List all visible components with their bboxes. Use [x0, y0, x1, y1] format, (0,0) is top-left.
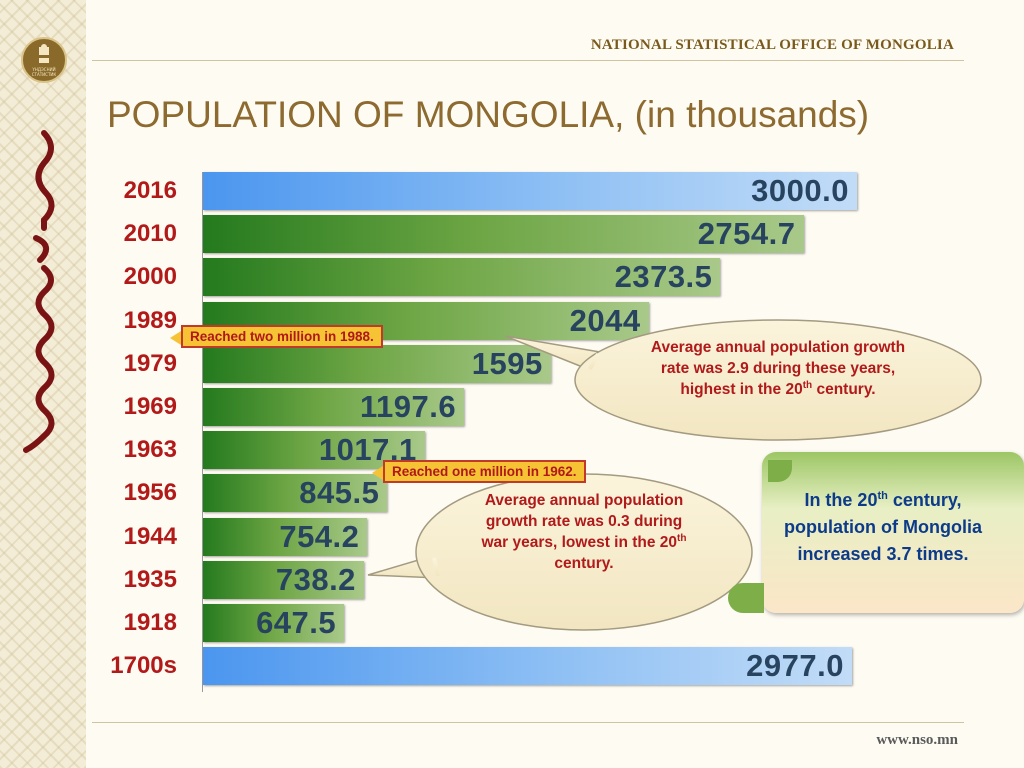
decorative-left-strip — [0, 0, 86, 768]
tag-1963-arrow — [372, 466, 383, 480]
bar-2016: 3000.0 — [203, 172, 857, 210]
category-label-2016: 2016 — [123, 177, 177, 204]
bar-1944: 754.2 — [203, 517, 368, 556]
y-axis-line — [202, 172, 203, 692]
century-note-text: In the 20th century, population of Mongo… — [784, 490, 982, 564]
mongolian-script-decoration — [23, 130, 55, 453]
bar-1700s: 2977.0 — [203, 647, 852, 686]
bar-1969: 1197.6 — [203, 388, 465, 426]
footer-divider — [92, 722, 964, 723]
category-label-1979: 1979 — [123, 349, 177, 377]
category-label-2000: 2000 — [123, 263, 177, 291]
value-label-1944: 754.2 — [279, 518, 360, 554]
nso-logo: ҮНДЭСНИЙ СТАТИСТИК — [21, 37, 67, 83]
bubble-low-text: Average annual population growth rate wa… — [481, 492, 687, 572]
bar-1918: 647.5 — [203, 604, 345, 642]
category-label-1989: 1989 — [123, 306, 177, 334]
tag-two-million: Reached two million in 1988. — [181, 325, 383, 348]
org-title: NATIONAL STATISTICAL OFFICE OF MONGOLIA — [590, 37, 954, 53]
value-label-1700s: 2977.0 — [746, 648, 844, 684]
category-label-1956: 1956 — [123, 479, 177, 507]
category-label-1969: 1969 — [123, 393, 177, 420]
bar-2000: 2373.5 — [203, 258, 721, 297]
value-label-2016: 3000.0 — [751, 173, 849, 208]
population-bar-chart: 2016 3000.0 2010 2754.7 2000 2373.5 1989 2044 19… — [92, 168, 892, 698]
value-label-1969: 1197.6 — [359, 389, 457, 424]
logo-text: ҮНДЭСНИЙ СТАТИСТИК — [31, 67, 57, 77]
value-label-1935: 738.2 — [275, 561, 356, 597]
footer-url: www.nso.mn — [876, 732, 958, 748]
value-label-1956: 845.5 — [299, 475, 380, 511]
category-label-1944: 1944 — [123, 522, 177, 550]
category-label-2010: 2010 — [123, 220, 177, 248]
value-label-1989: 2044 — [569, 302, 641, 338]
bar-1979: 1595 — [203, 344, 551, 383]
century-note-box — [762, 452, 1024, 613]
header-divider — [92, 60, 964, 61]
note-curl-bottom — [728, 583, 764, 613]
value-label-2010: 2754.7 — [697, 216, 796, 252]
bar-1935: 738.2 — [203, 560, 364, 599]
category-label-1963: 1963 — [123, 436, 177, 464]
bar-1956: 845.5 — [203, 474, 388, 513]
note-curl-top — [768, 460, 792, 482]
value-label-1918: 647.5 — [256, 605, 337, 640]
bubble-high-text: Average annual population growth rate wa… — [650, 339, 906, 398]
bar-2010: 2754.7 — [203, 215, 804, 254]
tag-1989-arrow — [170, 331, 181, 345]
category-label-1918: 1918 — [123, 609, 177, 636]
value-label-1979: 1595 — [471, 345, 543, 381]
category-label-1700s: 1700s — [110, 652, 177, 680]
category-label-1935: 1935 — [123, 565, 177, 593]
value-label-2000: 2373.5 — [614, 259, 713, 295]
chart-title: POPULATION OF MONGOLIA, (in thousands) — [107, 94, 870, 135]
tag-one-million: Reached one million in 1962. — [383, 460, 586, 483]
